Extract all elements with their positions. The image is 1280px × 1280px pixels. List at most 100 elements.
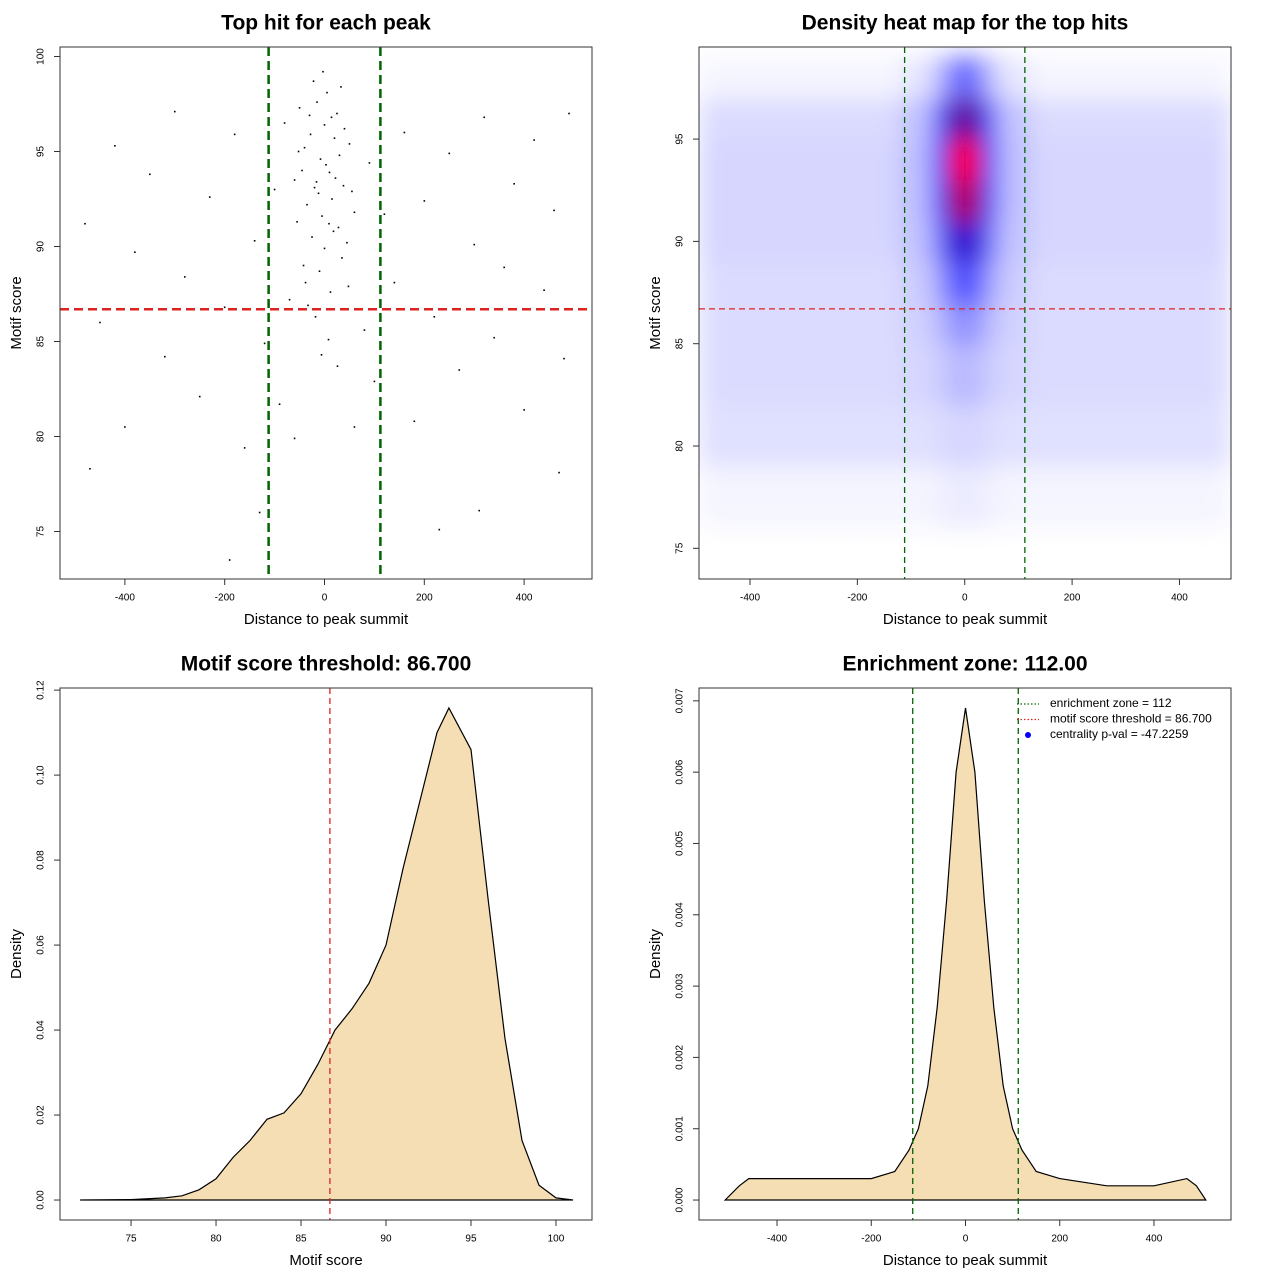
heat-cell [948,261,966,304]
heat-cell [857,302,901,345]
heat-cell [803,343,858,406]
point [323,124,326,126]
x-tick-label: 200 [1051,1234,1068,1245]
heat-cell [996,261,1030,304]
point [448,152,451,155]
legend-label: centrality p-val = -47.2259 [1050,727,1189,741]
heat-cell [749,466,805,529]
chart-title: Enrichment zone: 112.00 [842,653,1087,676]
point [558,471,560,474]
heat-cell [964,98,982,140]
heat-cell [964,261,982,304]
x-tick-label: 95 [465,1234,477,1245]
point [304,281,307,284]
heat-cell [1179,180,1231,222]
heat-cell [803,98,858,140]
heat-cell [980,220,998,263]
point [114,145,116,147]
point [458,369,461,371]
y-tick-label: 0.02 [36,1105,47,1125]
heat-cell [980,139,998,181]
heat-cell [1125,98,1180,140]
heat-cell [857,139,901,181]
heat-cell [980,466,998,529]
x-tick-label: 400 [1146,1234,1163,1245]
x-tick-label: -400 [740,593,760,604]
heat-cell [900,220,934,263]
point [473,243,476,246]
y-tick-label: 0.006 [675,759,686,784]
heat-cell [996,466,1030,529]
point [164,355,166,358]
heat-cell [1125,180,1180,222]
heat-cell [996,302,1030,345]
y-tick-label: 0.007 [675,688,686,713]
y-tick-label: 95 [36,146,47,158]
chart-title: Top hit for each peak [221,12,431,35]
y-tick-label: 0.10 [36,765,47,785]
heat-cell [1179,405,1231,467]
point [332,230,335,233]
heat-cell [1125,302,1180,345]
heat-cell [980,261,998,304]
point [351,190,353,193]
point [563,357,565,360]
heatmap-cells [699,57,1231,529]
heat-cell [749,343,805,406]
point [223,306,226,309]
heat-cell [1179,466,1231,529]
heat-cell [932,261,950,304]
point [315,181,318,183]
x-tick-label: 100 [548,1234,565,1245]
heat-cell [980,98,998,140]
heat-cell [1072,180,1127,222]
heat-cell [900,405,934,467]
heat-cell [964,57,982,99]
heat-cell [749,261,805,304]
heat-cell [980,343,998,406]
heat-cell [699,57,751,99]
point [124,426,126,428]
point [523,409,525,411]
point [296,221,298,223]
heat-cell [699,405,751,467]
y-tick-label: 0.000 [675,1187,686,1212]
heat-cell [857,220,901,263]
point [331,198,333,200]
point [423,200,426,202]
y-tick-label: 0.001 [675,1116,686,1141]
heat-cell [900,466,934,529]
heat-cell [1029,57,1073,99]
y-tick-label: 85 [36,336,47,348]
heat-cell [1029,98,1073,140]
point [321,215,323,217]
point [337,226,340,229]
x-tick-label: 80 [210,1234,222,1245]
point [338,154,341,157]
point [353,426,356,428]
y-axis-title: Density [8,928,25,979]
heat-cell [1125,343,1180,406]
heat-cell [749,220,805,263]
point [307,304,309,307]
point [322,70,324,73]
heat-cell [980,180,998,222]
heat-cell [932,220,950,263]
point [149,173,151,176]
heat-cell [900,343,934,406]
heat-cell [1029,139,1073,181]
y-tick-label: 0.08 [36,850,47,870]
y-axis-title: Density [647,928,664,979]
heat-cell [900,57,934,99]
point [336,112,338,115]
point [403,131,406,134]
heat-cell [1072,466,1127,529]
heat-cell [996,343,1030,406]
heat-cell [932,98,950,140]
x-tick-label: 85 [295,1234,307,1245]
point [438,528,441,531]
heat-cell [948,220,966,263]
point [326,91,328,94]
x-tick-label: -400 [767,1234,787,1245]
point [333,137,336,139]
